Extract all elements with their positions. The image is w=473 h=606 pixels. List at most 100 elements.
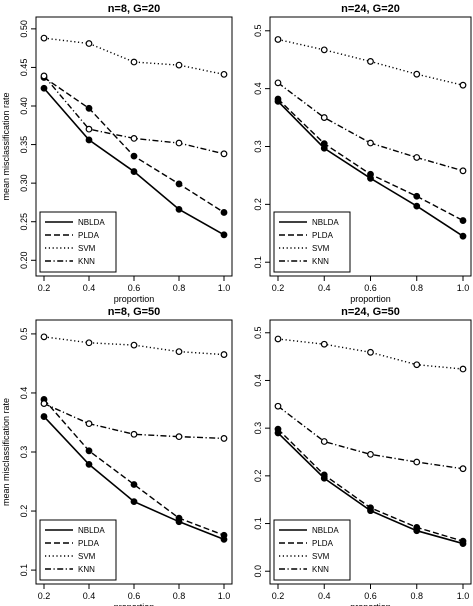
panel-3-series-svm-point: [85, 339, 93, 347]
panel-4-series-plda-point: [320, 471, 328, 479]
panel-3-legend-label-svm: SVM: [78, 552, 96, 561]
panel-1-y-tick-label: 0.40: [19, 97, 29, 115]
panel-3-series-knn-point: [175, 433, 183, 441]
panel-3-title: n=8, G=50: [108, 306, 161, 318]
panel-4-series-knn-point: [274, 402, 282, 410]
panel-2-series-nblda-point: [459, 232, 467, 240]
panel-4-y-tick-label: 0.0: [253, 565, 263, 578]
panel-3-series-plda-point: [130, 481, 138, 488]
panel-3-series-nblda-point: [85, 461, 93, 468]
panel-2-series-nblda-point: [413, 202, 421, 210]
panel-4-x-tick-label: 0.2: [272, 591, 285, 601]
panel-2-x-axis-label: proportion: [350, 294, 391, 304]
panel-1-series-knn-point: [85, 125, 93, 133]
panel-4-series-svm-point: [367, 348, 374, 356]
panel-1-series-plda-point: [130, 152, 138, 160]
panel-4-legend-label-plda: PLDA: [312, 539, 334, 548]
panel-1-series-knn-point: [40, 72, 48, 80]
panel-4-title: n=24, G=50: [341, 306, 400, 318]
panel-1-y-axis-label: mean misclassification rate: [1, 92, 11, 200]
panel-2-legend: NBLDA PLDA SVM KNN: [273, 211, 351, 273]
panel-2-series-knn-point: [367, 139, 374, 147]
panel-4-legend-label-svm: SVM: [312, 552, 330, 561]
panel-1-series-nblda-point: [40, 84, 48, 92]
panel-2-legend-label-knn: KNN: [312, 257, 329, 266]
panel-1-x-tick-label: 1.0: [218, 283, 231, 293]
panel-3-x-tick-label: 0.8: [173, 591, 186, 601]
panel-1-y-tick-label: 0.30: [19, 174, 29, 192]
panel-1-series-plda-point: [220, 209, 228, 216]
panel-4-series-knn-point: [367, 450, 374, 458]
panel-1-series-knn-point: [175, 139, 183, 147]
panel-2-series-plda-point: [274, 95, 282, 103]
panel-3-series-knn-point: [40, 400, 48, 407]
panel-3-x-tick-label: 0.4: [83, 591, 96, 601]
panel-4-y-tick-label: 0.2: [253, 470, 263, 483]
panel-2-series-knn-line: [277, 82, 464, 172]
panel-3-series-nblda-point: [130, 498, 138, 506]
panel-3: n=8, G=50 0.2 0.4 0.6 0.8 1.0 proportion 0.1 0.2…: [1, 306, 233, 606]
panel-4-series-knn-point: [459, 465, 467, 473]
panel-2-series-plda-line: [277, 98, 464, 222]
panel-1-series-svm-point: [175, 61, 183, 69]
panel-4-x-tick-label: 0.8: [410, 591, 423, 601]
panel-2-series-svm-point: [320, 46, 328, 54]
panel-2-y-tick-label: 0.2: [253, 198, 263, 211]
panel-4-series-svm-line: [277, 338, 464, 370]
panel-1: n=8, G=20 0.2 0.4 0.6 0.8 1.0 proportion 0.20 0.…: [1, 3, 233, 304]
panel-4-x-axis-label: proportion: [350, 602, 391, 606]
panel-1-series-svm-line: [43, 37, 225, 76]
panel-3-series-plda-point: [220, 531, 228, 539]
panel-4-legend: NBLDA PLDA SVM KNN: [273, 519, 351, 581]
panel-3-series-svm-point: [40, 333, 48, 341]
panel-1-series-nblda-point: [175, 205, 183, 213]
panel-3-series-plda-point: [85, 447, 93, 455]
panel-1-series-plda-point: [85, 104, 93, 112]
panel-3-series-plda-line: [43, 398, 225, 536]
panel-3-x-axis-label: proportion: [114, 602, 155, 606]
panel-4-series-svm-point: [320, 340, 328, 348]
panel-3-y-tick-label: 0.4: [19, 387, 29, 400]
panel-2-x-tick-label: 1.0: [457, 283, 470, 293]
panel-4-series-plda-point: [459, 537, 467, 545]
panel-1-x-tick-label: 0.2: [38, 283, 51, 293]
panel-4-series-svm-point: [413, 361, 421, 369]
panel-3-legend-label-plda: PLDA: [78, 539, 100, 548]
panel-1-x-axis-label: proportion: [114, 294, 155, 304]
panel-2-series-svm-point: [413, 70, 421, 78]
panel-1-series-nblda-point: [85, 136, 93, 144]
panel-2-title: n=24, G=20: [341, 3, 400, 15]
panel-4-series-svm-point: [459, 365, 467, 373]
panel-3-series-svm-point: [175, 348, 183, 356]
panel-3-series-svm-point: [130, 341, 138, 349]
panel-4-y-tick-label: 0.5: [253, 327, 263, 340]
panel-1-legend: NBLDA PLDA SVM KNN: [39, 211, 117, 273]
panel-4-x-tick-label: 0.6: [364, 591, 377, 601]
panel-1-series-knn-point: [220, 150, 228, 158]
panel-4-series-knn-point: [320, 438, 328, 445]
panel-1-y-tick-label: 0.35: [19, 136, 29, 154]
panel-4-series-plda-point: [274, 425, 282, 433]
panel-1-y-tick-label: 0.50: [19, 20, 29, 38]
panel-4-series-plda-point: [413, 523, 421, 531]
panel-4-y-tick-label: 0.4: [253, 374, 263, 387]
panel-1-y-tick-label: 0.45: [19, 59, 29, 77]
panel-3-series-knn-point: [85, 420, 93, 428]
panel-1-series-svm-point: [130, 58, 138, 66]
panel-4-y-tick-label: 0.1: [253, 517, 263, 530]
panel-1-legend-label-svm: SVM: [78, 244, 96, 253]
panel-3-y-tick-label: 0.1: [19, 564, 29, 577]
panel-2-y-tick-label: 0.3: [253, 140, 263, 153]
panel-1-series-knn-line: [43, 75, 225, 155]
panel-4-x-tick-label: 1.0: [457, 591, 470, 601]
panel-2-legend-label-nblda: NBLDA: [312, 218, 339, 227]
panel-1-title: n=8, G=20: [108, 3, 161, 15]
panel-2-series-plda-point: [367, 170, 374, 178]
panel-2-y-tick-label: 0.4: [253, 82, 263, 95]
panel-2-series-svm-point: [367, 58, 374, 65]
panel-4-series-knn-point: [413, 458, 421, 466]
panel-3-x-tick-label: 1.0: [218, 591, 231, 601]
panel-2-series-plda-point: [413, 192, 421, 200]
panel-1-series-nblda-point: [130, 168, 138, 175]
